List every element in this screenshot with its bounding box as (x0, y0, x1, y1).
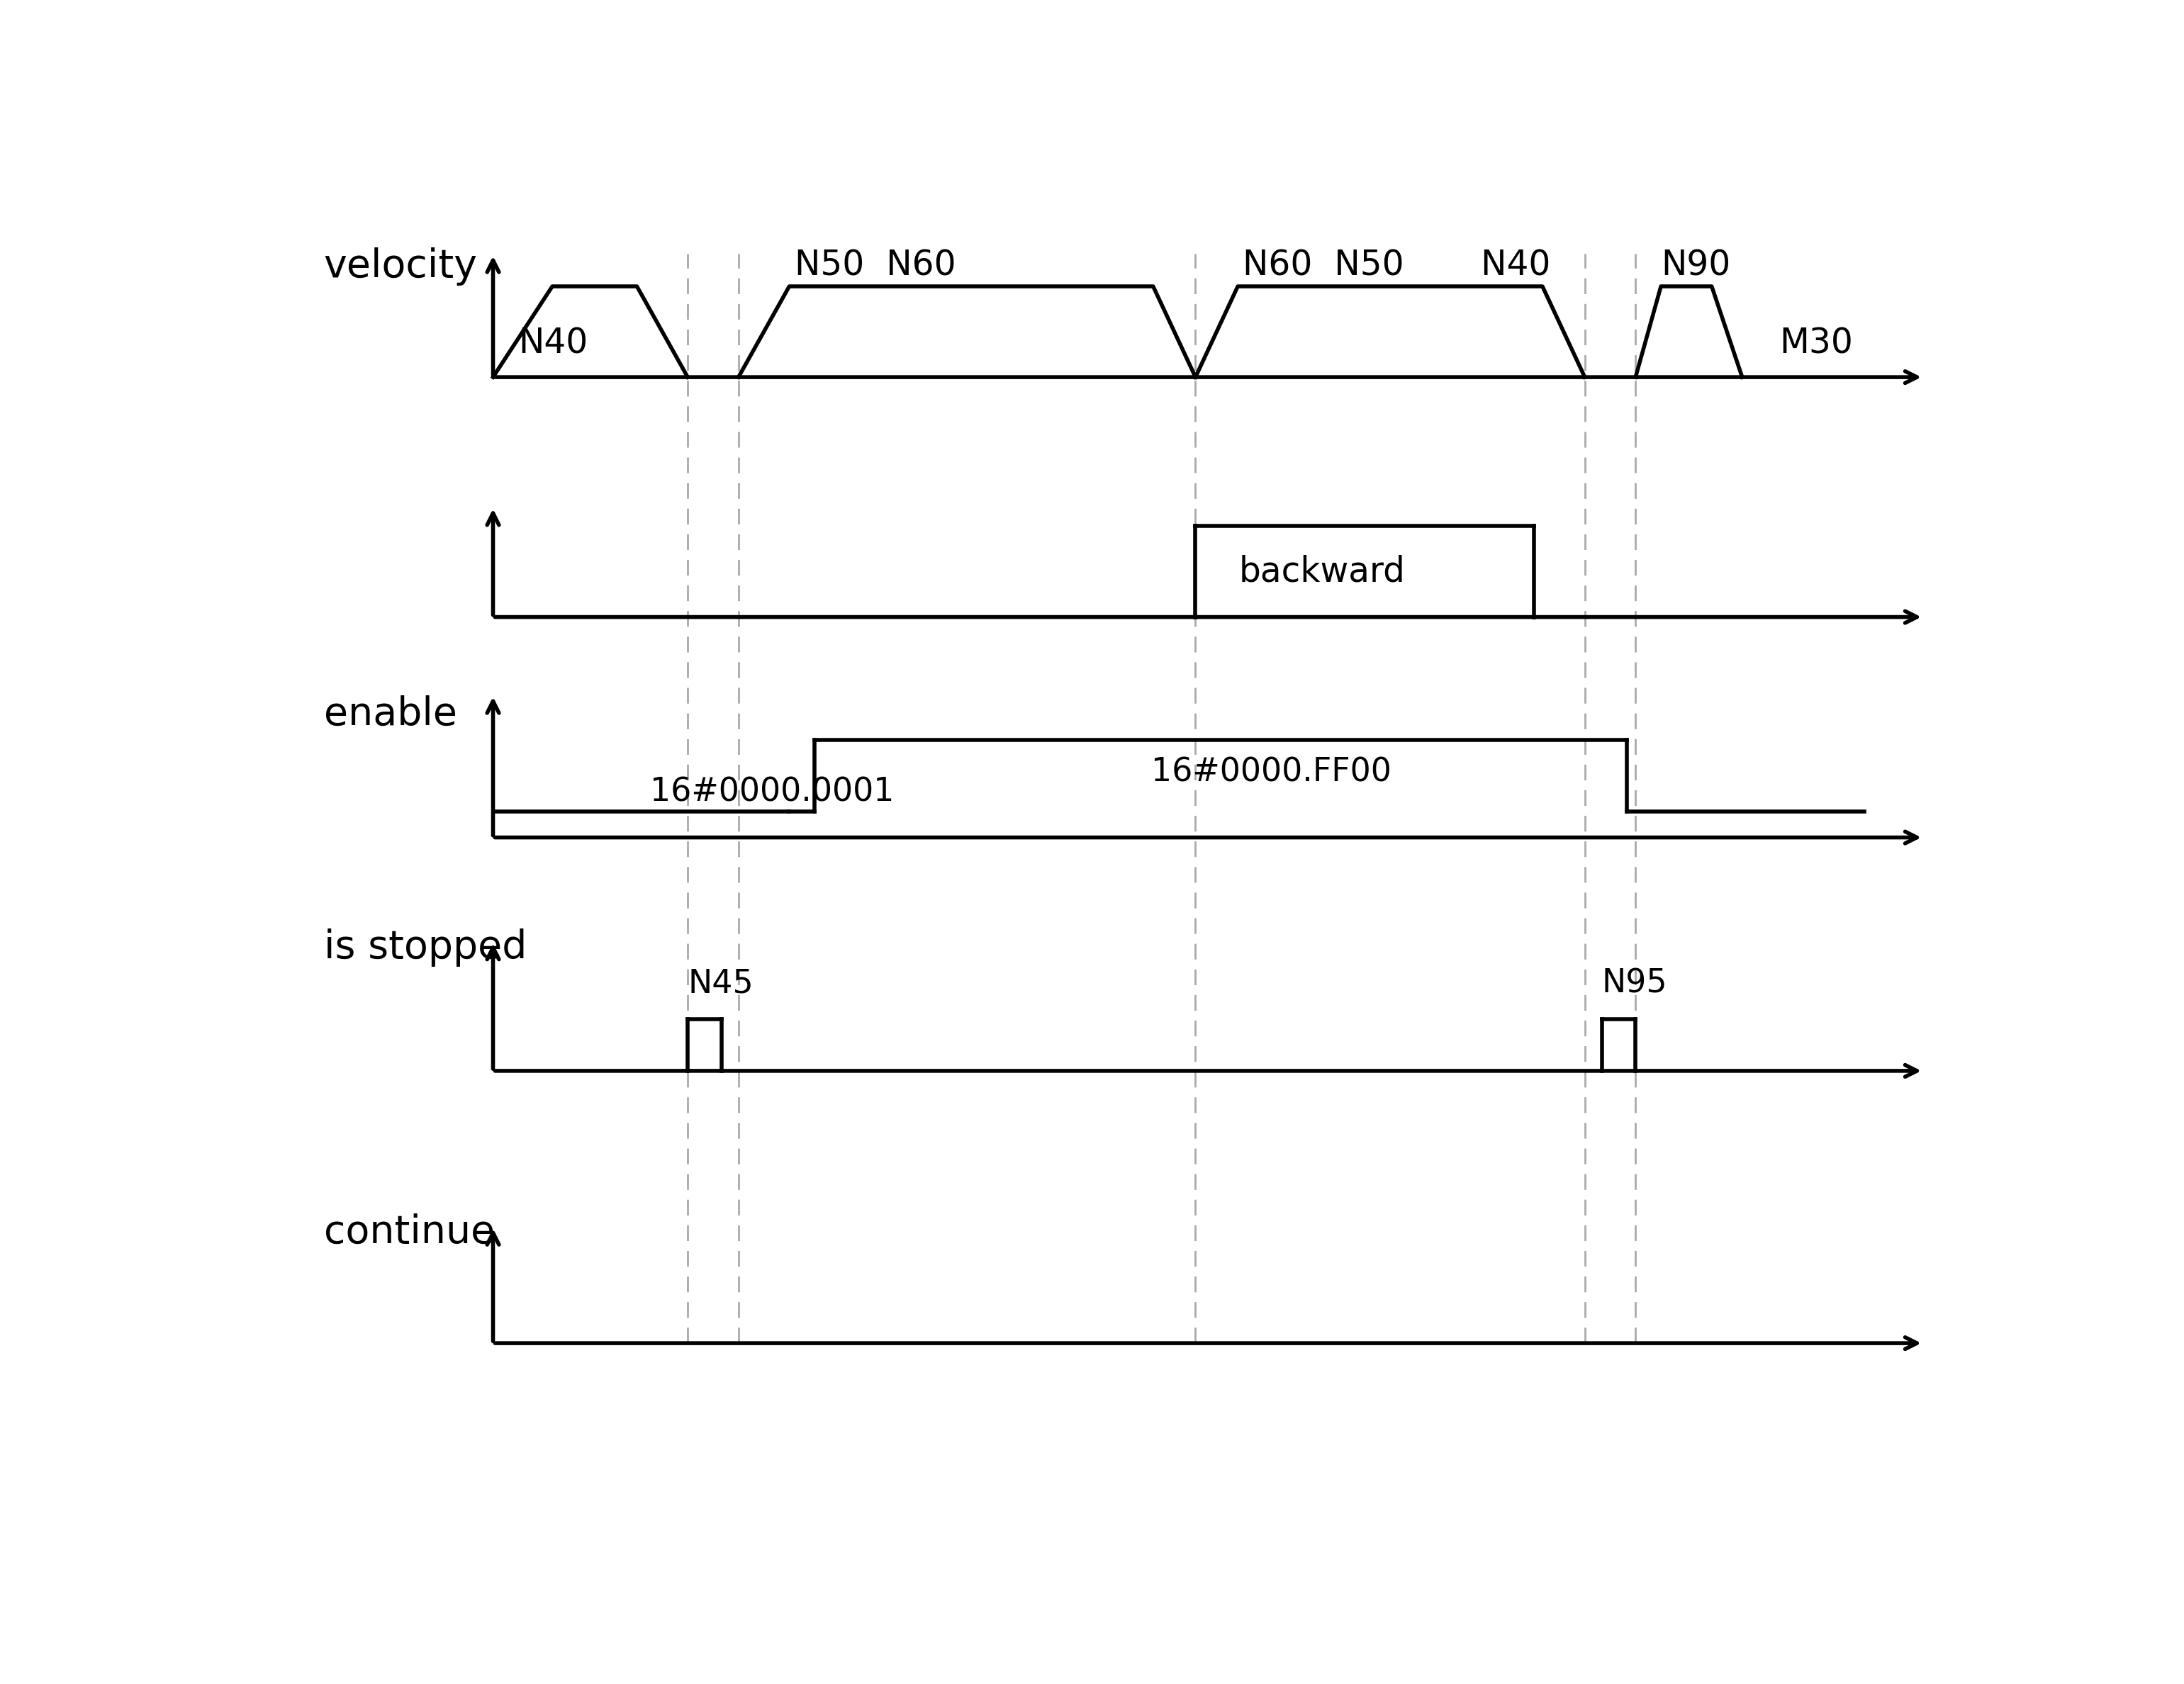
Text: N40: N40 (518, 327, 587, 360)
Text: M30: M30 (1780, 327, 1852, 360)
Text: enable: enable (323, 695, 456, 733)
Text: backward: backward (1238, 554, 1406, 589)
Text: N90: N90 (1660, 249, 1730, 283)
Text: N50  N60: N50 N60 (795, 249, 957, 283)
Text: velocity: velocity (323, 248, 478, 286)
Text: 16#0000.0001: 16#0000.0001 (651, 776, 895, 808)
Text: is stopped: is stopped (323, 928, 526, 967)
Text: continue: continue (323, 1214, 496, 1251)
Text: N45: N45 (688, 968, 753, 1000)
Text: 16#0000.FF00: 16#0000.FF00 (1151, 756, 1391, 788)
Text: N60  N50       N40: N60 N50 N40 (1243, 249, 1551, 283)
Text: N95: N95 (1601, 968, 1666, 1000)
